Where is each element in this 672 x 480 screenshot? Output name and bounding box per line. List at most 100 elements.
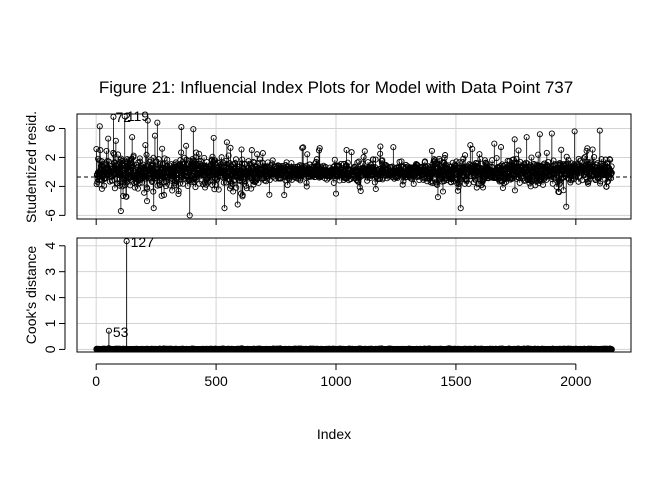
data-point <box>455 184 462 191</box>
data-point <box>243 182 250 189</box>
data-point <box>176 168 183 175</box>
data-point <box>536 131 543 138</box>
data-point <box>549 180 556 187</box>
data-point <box>583 147 590 154</box>
data-point <box>254 175 261 183</box>
data-point <box>376 175 383 182</box>
data-point <box>255 160 262 167</box>
data-point <box>97 147 104 154</box>
y-tick-label: -6 <box>42 209 58 222</box>
data-point <box>112 137 119 144</box>
data-point <box>141 189 148 196</box>
data-point <box>558 146 565 153</box>
data-point <box>528 154 535 161</box>
data-point <box>544 158 552 165</box>
data-point <box>332 190 340 197</box>
data-point <box>231 160 239 167</box>
data-point <box>229 180 236 187</box>
data-point <box>143 198 151 205</box>
data-point <box>282 177 289 184</box>
data-point <box>513 155 520 162</box>
data-point <box>103 147 110 154</box>
data-point <box>433 179 440 186</box>
data-point <box>343 146 350 154</box>
data-point <box>604 178 612 185</box>
data-point <box>111 151 118 158</box>
data-point <box>303 183 310 190</box>
data-point <box>130 152 137 159</box>
data-point <box>266 191 273 198</box>
data-point <box>585 180 592 187</box>
data-point <box>441 154 448 161</box>
data-point <box>511 187 518 194</box>
data-point <box>448 179 455 186</box>
data-point <box>300 144 307 151</box>
data-point <box>230 161 237 168</box>
data-point <box>579 177 586 184</box>
data-point <box>348 149 355 156</box>
data-point <box>93 145 100 153</box>
data-point <box>357 187 364 195</box>
data-point <box>150 188 157 195</box>
data-point <box>591 153 598 161</box>
data-point <box>548 130 555 137</box>
data-point <box>159 145 166 152</box>
data-point <box>539 181 547 188</box>
data-point <box>201 154 208 161</box>
data-point <box>197 157 204 164</box>
data-point <box>608 163 615 170</box>
data-point <box>190 126 197 133</box>
data-point <box>181 154 188 161</box>
data-point <box>282 162 289 169</box>
data-point <box>491 140 498 147</box>
data-point <box>109 177 116 184</box>
data-point <box>143 151 150 158</box>
data-point <box>150 205 157 212</box>
data-point <box>164 156 171 163</box>
data-point <box>238 146 245 153</box>
data-point <box>550 157 557 164</box>
data-point <box>226 185 234 192</box>
y-tick-label: 6 <box>42 124 58 132</box>
data-point <box>571 128 578 135</box>
data-point <box>434 181 441 188</box>
data-point <box>176 180 183 187</box>
data-point <box>582 165 589 172</box>
data-point <box>223 139 230 146</box>
data-point <box>248 147 255 154</box>
data-point <box>469 145 476 152</box>
data-point <box>372 185 379 193</box>
data-point <box>254 151 261 158</box>
data-point <box>565 157 572 164</box>
data-point <box>370 156 377 163</box>
data-point <box>183 142 190 149</box>
data-point <box>457 205 464 212</box>
data-point <box>218 154 225 161</box>
data-point <box>233 184 240 191</box>
panel-1-y-axis: -6 -2 2 6 <box>42 124 66 222</box>
data-point <box>114 151 122 158</box>
data-point <box>105 327 112 334</box>
data-point <box>239 191 246 199</box>
data-point <box>259 150 266 157</box>
data-point <box>511 136 518 143</box>
data-point <box>608 169 615 176</box>
data-point <box>567 177 574 184</box>
y-axis-label-studentized: Studentized resid. <box>23 111 39 223</box>
data-point <box>232 156 240 163</box>
data-point <box>123 193 130 200</box>
data-point <box>523 134 530 141</box>
data-point <box>531 162 538 169</box>
data-point <box>460 155 467 162</box>
data-point <box>105 135 112 142</box>
data-point <box>316 145 323 152</box>
data-point <box>128 155 135 162</box>
data-point <box>221 205 228 212</box>
data-point <box>589 146 596 153</box>
data-point <box>178 123 185 131</box>
data-point <box>166 182 173 189</box>
data-point <box>119 183 126 190</box>
